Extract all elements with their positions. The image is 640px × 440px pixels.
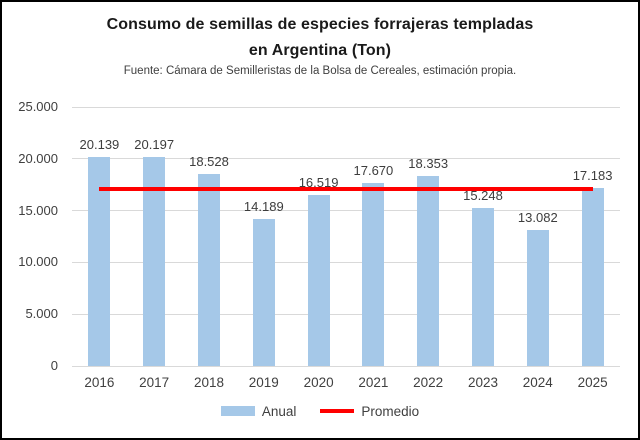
bar-2016 [88, 157, 111, 366]
x-axis-label-2019: 2019 [248, 375, 279, 390]
y-axis-tick-15.000: 15.000 [18, 202, 58, 218]
bar-2022 [417, 175, 440, 366]
y-axis-tick-5.000: 5.000 [25, 306, 58, 322]
gridline-0 [72, 365, 620, 367]
y-axis-tick-25.000: 25.000 [18, 99, 58, 114]
promedio-line-swatch-icon [320, 409, 355, 413]
x-axis-label-2020: 2020 [303, 375, 334, 390]
data-label-2023: 15.248 [463, 188, 503, 204]
bar-2023 [472, 208, 494, 366]
data-label-2022: 18.353 [408, 155, 449, 171]
anual-bar-swatch-icon [220, 406, 255, 416]
bar-2024 [526, 230, 549, 366]
gridline-10.000 [72, 261, 620, 263]
plot-area: 20.139 20.197 18.528 14.189 16.519 17.670 18.3… [72, 106, 620, 367]
bar-2017 [143, 156, 166, 366]
x-axis-label-2024: 2024 [522, 375, 553, 390]
data-label-2016: 20.139 [79, 137, 120, 153]
data-label-2017: 20.197 [134, 136, 175, 152]
data-label-2019: 14.189 [243, 199, 284, 214]
bar-2021 [362, 182, 385, 366]
x-axis-label-2018: 2018 [193, 375, 225, 390]
promedio-line [99, 186, 593, 191]
gridline-5.000 [72, 313, 620, 315]
y-axis-tick-10.000: 10.000 [18, 254, 58, 270]
data-label-2021: 17.670 [353, 162, 394, 178]
chart-title-line2: en Argentina (Ton) [248, 42, 392, 59]
bar-2025 [581, 187, 604, 366]
data-label-2018: 18.528 [189, 154, 229, 170]
gridline-15.000 [72, 210, 620, 212]
x-axis-label-2023: 2023 [467, 375, 499, 390]
bar-2018 [198, 174, 220, 366]
gridline-25.000 [72, 106, 620, 108]
x-axis-label-2022: 2022 [413, 375, 444, 390]
legend-promedio-label: Promedio [361, 403, 420, 419]
legend-anual-label: Anual [261, 403, 297, 419]
chart-title-line1: Consumo de semillas de especies forrajer… [106, 16, 534, 33]
data-label-2020: 16.519 [298, 174, 339, 190]
x-axis-label-2016: 2016 [84, 375, 115, 390]
chart-legend: Anual Promedio [2, 402, 638, 420]
data-label-2025: 17.183 [572, 167, 613, 183]
bar-2020 [307, 194, 330, 366]
data-label-2024: 13.082 [517, 210, 558, 226]
legend-item-anual: Anual [220, 403, 297, 419]
legend-item-promedio: Promedio [320, 404, 419, 419]
gridline-20.000 [72, 158, 620, 160]
x-axis-label-2017: 2017 [139, 375, 170, 390]
x-axis-label-2021: 2021 [358, 375, 389, 390]
bar-2019 [252, 219, 275, 366]
y-axis-tick-0: 0 [50, 358, 58, 373]
x-axis-label-2025: 2025 [577, 375, 608, 390]
y-axis-tick-20.000: 20.000 [18, 150, 58, 166]
chart-subtitle: Fuente: Cámara de Semilleristas de la Bo… [123, 65, 517, 77]
